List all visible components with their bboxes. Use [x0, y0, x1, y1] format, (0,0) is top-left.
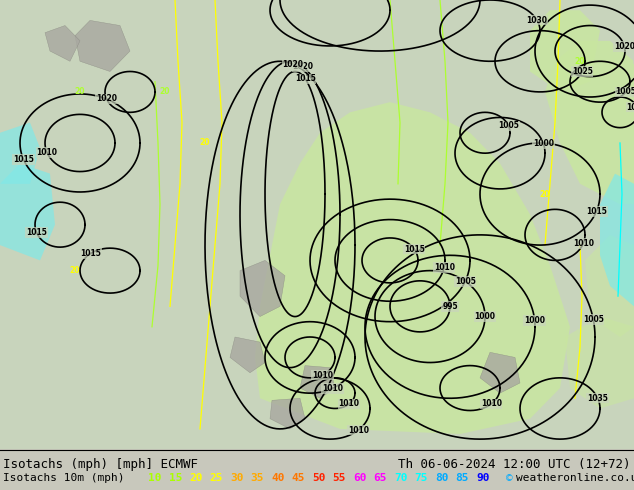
Polygon shape — [600, 173, 634, 306]
Polygon shape — [480, 352, 520, 393]
Text: 1010: 1010 — [37, 148, 58, 157]
Text: 1005: 1005 — [455, 277, 476, 286]
Text: 1005: 1005 — [616, 87, 634, 97]
Text: 20: 20 — [575, 57, 585, 66]
Text: 995: 995 — [442, 302, 458, 311]
Polygon shape — [270, 398, 305, 429]
Text: 1020: 1020 — [292, 62, 313, 71]
Text: 1010: 1010 — [481, 399, 501, 409]
Text: 30: 30 — [230, 473, 243, 483]
Text: 80: 80 — [435, 473, 448, 483]
Text: 15: 15 — [169, 473, 182, 483]
Text: 1010: 1010 — [312, 370, 333, 380]
Text: 1010: 1010 — [626, 102, 634, 112]
Text: 20: 20 — [200, 139, 210, 147]
Text: 60: 60 — [353, 473, 366, 483]
Text: 1025: 1025 — [572, 67, 593, 76]
Text: 1000: 1000 — [524, 316, 545, 325]
Polygon shape — [230, 337, 265, 373]
Text: 1010: 1010 — [434, 263, 455, 272]
Text: 20: 20 — [540, 190, 550, 198]
Polygon shape — [255, 102, 570, 434]
Text: Isotachs (mph) [mph] ECMWF: Isotachs (mph) [mph] ECMWF — [3, 458, 198, 471]
Text: 1015: 1015 — [13, 155, 34, 164]
Text: 65: 65 — [373, 473, 387, 483]
Text: 25: 25 — [209, 473, 223, 483]
Text: 1020: 1020 — [614, 42, 634, 51]
Polygon shape — [45, 25, 80, 61]
Text: 1015: 1015 — [295, 74, 316, 83]
Text: 1010: 1010 — [348, 426, 369, 435]
Polygon shape — [0, 122, 40, 184]
Text: 1000: 1000 — [474, 312, 496, 321]
Text: ©: © — [506, 473, 513, 483]
Text: 10: 10 — [148, 473, 162, 483]
Text: 1010: 1010 — [322, 384, 343, 393]
Polygon shape — [565, 317, 634, 409]
Text: 55: 55 — [332, 473, 346, 483]
Text: 1020: 1020 — [283, 60, 304, 69]
Text: 40: 40 — [271, 473, 285, 483]
Text: 1010: 1010 — [573, 239, 593, 248]
Text: 85: 85 — [455, 473, 469, 483]
Text: Th 06-06-2024 12:00 UTC (12+72): Th 06-06-2024 12:00 UTC (12+72) — [399, 458, 631, 471]
Polygon shape — [530, 10, 600, 92]
Polygon shape — [240, 260, 285, 317]
Text: 35: 35 — [250, 473, 264, 483]
Text: 70: 70 — [394, 473, 408, 483]
Text: 90: 90 — [476, 473, 489, 483]
Text: 50: 50 — [312, 473, 325, 483]
Text: 1015: 1015 — [404, 245, 425, 254]
Polygon shape — [545, 41, 634, 204]
Text: 20: 20 — [70, 266, 81, 275]
Text: 20: 20 — [160, 87, 171, 97]
Text: Isotachs 10m (mph): Isotachs 10m (mph) — [3, 473, 124, 483]
Text: 1005: 1005 — [583, 315, 604, 324]
Text: 1005: 1005 — [498, 121, 519, 130]
Text: weatheronline.co.uk: weatheronline.co.uk — [516, 473, 634, 483]
Polygon shape — [0, 163, 55, 260]
Text: 1010: 1010 — [339, 399, 359, 409]
Polygon shape — [585, 235, 634, 337]
Polygon shape — [300, 366, 335, 398]
Text: 1000: 1000 — [533, 140, 554, 148]
Text: 1030: 1030 — [526, 16, 548, 24]
Text: 1015: 1015 — [26, 228, 47, 237]
Text: 1015: 1015 — [81, 249, 101, 258]
Text: 1020: 1020 — [96, 95, 117, 103]
Text: 1015: 1015 — [586, 207, 607, 216]
Polygon shape — [75, 21, 130, 72]
Text: 1035: 1035 — [587, 393, 608, 402]
Text: 20: 20 — [75, 87, 85, 97]
Text: 20: 20 — [189, 473, 202, 483]
Text: 45: 45 — [292, 473, 305, 483]
Text: 75: 75 — [415, 473, 428, 483]
